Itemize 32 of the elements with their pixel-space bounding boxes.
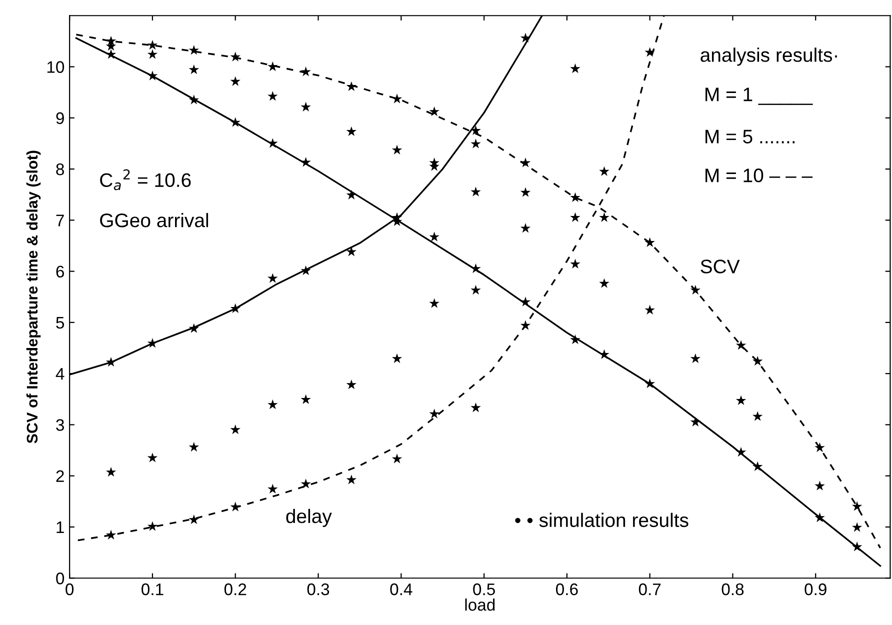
- y-tick-label: 5: [56, 317, 64, 329]
- x-tick-label: 0.7: [638, 583, 661, 596]
- x-tick-label: 0.4: [390, 583, 412, 596]
- x-tick-label: 0.8: [722, 583, 744, 596]
- y-tick-label: 2: [56, 470, 64, 482]
- y-tick-label: 8: [56, 163, 64, 176]
- y-axis-title: SCV of Interdeparture time & delay (slot): [26, 150, 41, 444]
- x-tick-label: 0: [66, 583, 74, 596]
- x-tick-label: 0.1: [142, 583, 164, 596]
- annotation: GGeo arrival: [100, 213, 208, 228]
- annotation: • • simulation results: [515, 512, 688, 528]
- x-tick-label: 0.6: [556, 583, 578, 596]
- y-tick-label: 1: [56, 522, 64, 534]
- x-tick-label: 0.9: [804, 583, 826, 596]
- annotation: M = 10 – – –: [706, 168, 813, 182]
- x-tick-label: 0.2: [224, 583, 246, 596]
- annotation: analysis results·: [700, 48, 837, 66]
- annotation: SCV: [700, 260, 740, 274]
- y-tick-label: 0: [56, 572, 64, 584]
- x-tick-label: 0.5: [473, 583, 495, 596]
- y-tick-label: 10: [47, 61, 64, 73]
- y-tick-label: 4: [56, 368, 64, 380]
- annotation: delay: [286, 508, 332, 527]
- annotation: M = 1 _____: [706, 88, 813, 105]
- y-tick-label: 9: [56, 112, 64, 124]
- y-tick-label: 3: [56, 419, 64, 431]
- y-tick-label: 7: [56, 214, 64, 226]
- annotation: M = 5 .......: [706, 130, 795, 144]
- x-axis-title: load: [465, 598, 495, 611]
- annotation: C$_{a}$$^{2}$ = 10.6: [100, 169, 191, 190]
- y-tick-label: 6: [56, 266, 64, 278]
- x-tick-label: 0.3: [307, 583, 330, 596]
